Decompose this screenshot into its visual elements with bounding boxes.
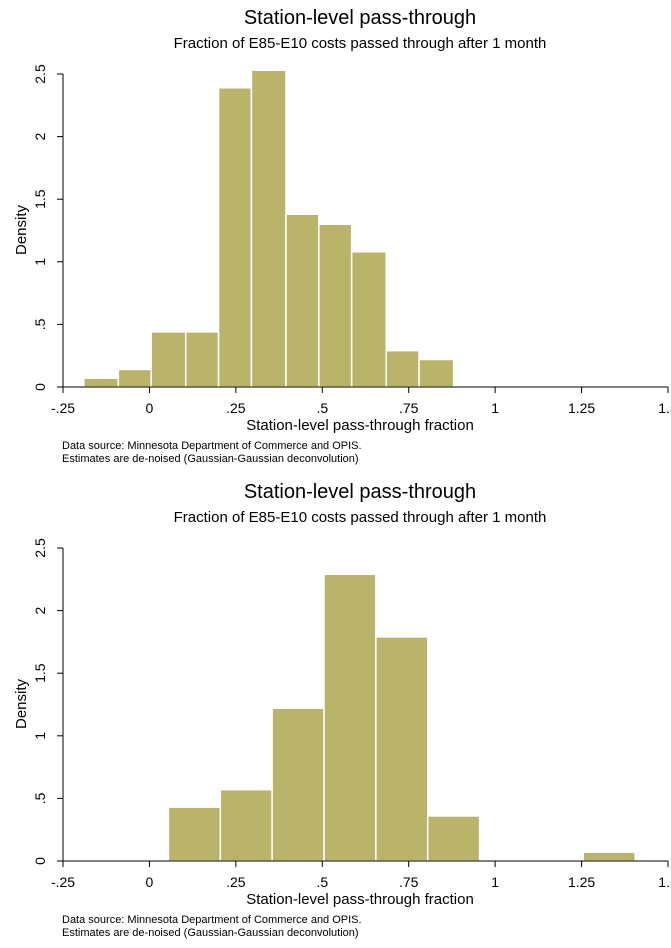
histogram-bar-3: [150, 331, 187, 388]
histogram-bar-7: [582, 851, 636, 862]
x-ticks-group: -.25 0 .25 .5 .75 1 1.25 1.5: [51, 387, 671, 416]
chart-title: Station-level pass-through: [244, 481, 476, 503]
x-tick-label: 1.25: [568, 400, 595, 416]
y-tick-label: .5: [32, 318, 48, 330]
histogram-bar-1: [82, 377, 120, 388]
chart-subtitle: Fraction of E85-E10 costs passed through…: [174, 35, 547, 52]
bars-group: [167, 573, 636, 862]
x-tick-label: .5: [316, 874, 328, 890]
x-tick-label: 1.5: [658, 874, 671, 890]
y-tick-label: 1: [32, 732, 48, 740]
histogram-bar-2: [219, 788, 273, 862]
x-tick-label: 0: [146, 400, 154, 416]
x-axis-label: Station-level pass-through fraction: [246, 417, 474, 434]
deconvolution-note: Estimates are de-noised (Gaussian-Gaussi…: [62, 453, 359, 465]
y-tick-label: 0: [32, 383, 48, 391]
y-tick-label: 0: [32, 857, 48, 865]
histogram-bar-5: [217, 87, 253, 388]
histogram-bar-4: [184, 331, 220, 388]
x-tick-label: 1: [491, 400, 499, 416]
chart-subtitle: Fraction of E85-E10 costs passed through…: [174, 509, 547, 526]
chart-title: Station-level pass-through: [244, 7, 476, 29]
histogram-bar-5: [375, 636, 429, 862]
histogram-panel-1: Station-level pass-through Fraction of E…: [13, 7, 671, 465]
deconvolution-note: Estimates are de-noised (Gaussian-Gaussi…: [62, 927, 359, 939]
x-tick-label: .75: [399, 400, 419, 416]
y-tick-label: .5: [32, 792, 48, 804]
data-source-note: Data source: Minnesota Department of Com…: [62, 440, 362, 452]
y-tick-label: 1.5: [32, 663, 48, 683]
y-tick-label: 1: [32, 258, 48, 266]
y-axis-label: Density: [13, 678, 30, 729]
x-tick-label: 1.25: [568, 874, 595, 890]
x-tick-label: 1: [491, 874, 499, 890]
x-tick-label: -.25: [51, 400, 75, 416]
data-source-note: Data source: Minnesota Department of Com…: [62, 914, 362, 926]
histogram-bar-6: [250, 69, 287, 388]
histogram-chart-1: Station-level pass-through Fraction of E…: [13, 7, 671, 465]
histogram-bar-6: [426, 815, 481, 862]
histogram-bar-10: [385, 349, 420, 388]
histogram-bar-1: [167, 806, 222, 862]
y-tick-label: 2: [32, 132, 48, 140]
x-tick-label: .25: [226, 400, 246, 416]
histogram-bar-11: [418, 358, 455, 388]
histogram-bar-3: [271, 707, 325, 862]
histogram-bar-2: [117, 368, 152, 388]
y-tick-label: 2: [32, 606, 48, 614]
x-tick-label: 1.5: [658, 400, 671, 416]
x-tick-label: 0: [146, 874, 154, 890]
y-tick-label: 1.5: [32, 189, 48, 209]
y-ticks-group: 0 .5 1 1.5 2 2.5: [32, 538, 63, 865]
y-axis-label: Density: [13, 204, 30, 255]
bars-group: [82, 69, 455, 388]
x-axis-label: Station-level pass-through fraction: [246, 891, 474, 908]
histogram-panel-2: Station-level pass-through Fraction of E…: [0, 474, 671, 948]
histogram-bar-8: [318, 223, 353, 388]
y-ticks-group: 0 .5 1 1.5 2 2.5: [32, 64, 63, 391]
histogram-bar-7: [285, 213, 320, 388]
x-tick-label: -.25: [51, 874, 75, 890]
y-tick-label: 2.5: [32, 538, 48, 558]
x-tick-label: .75: [399, 874, 419, 890]
histogram-chart-2: Station-level pass-through Fraction of E…: [13, 481, 671, 939]
x-ticks-group: -.25 0 .25 .5 .75 1 1.25 1.5: [51, 861, 671, 890]
y-tick-label: 2.5: [32, 64, 48, 84]
x-tick-label: .25: [226, 874, 246, 890]
histogram-bar-4: [323, 573, 377, 862]
histogram-bar-9: [350, 251, 387, 388]
x-tick-label: .5: [316, 400, 328, 416]
